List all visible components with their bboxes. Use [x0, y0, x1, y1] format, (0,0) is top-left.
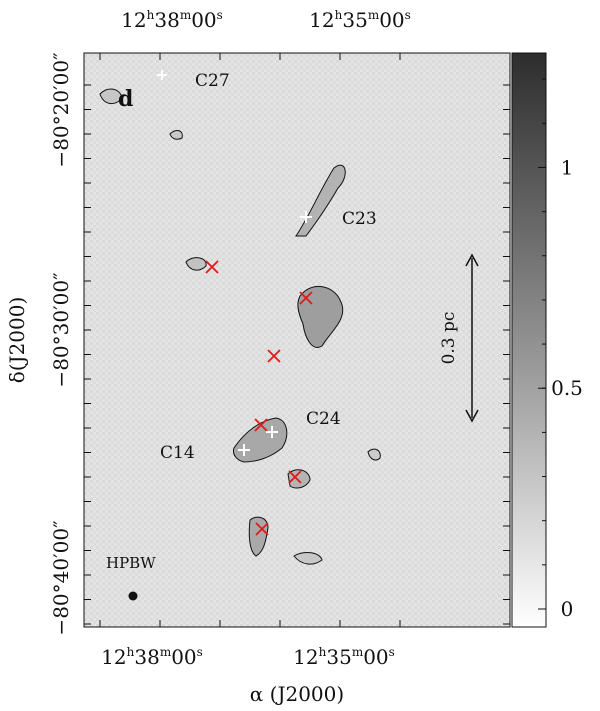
x-tick-labels-bottom: 12h38m00s 12h35m00s	[101, 645, 395, 669]
red-x-marker	[299, 291, 313, 305]
x-tick-label-bottom: 12h38m00s	[101, 645, 203, 669]
red-x-marker	[205, 260, 219, 274]
clump-c27	[99, 88, 123, 104]
x-axis-label: α (J2000)	[250, 682, 344, 706]
clump-bottom	[293, 552, 323, 565]
white-cross	[300, 211, 312, 223]
filament-c23	[295, 164, 346, 237]
map-background	[84, 53, 510, 627]
clump-small	[169, 130, 183, 140]
x-tick-label-top: 12h38m00s	[121, 8, 223, 32]
clump-label-c27: C27	[195, 71, 230, 91]
colorbar-tick-label: 0	[561, 597, 574, 621]
red-x-markers	[205, 260, 313, 536]
white-cross	[157, 70, 167, 80]
clump-right	[367, 448, 381, 461]
scale-bar-label: 0.3 pc	[439, 312, 459, 365]
y-tick-label: −80°30′00″	[49, 272, 73, 387]
x-tick-labels-top: 12h38m00s 12h35m00s	[121, 8, 411, 32]
map-panel: C27 C23 C24 C14 d 0.3 pc HPBW	[83, 52, 511, 628]
map-ticks	[84, 53, 510, 627]
panel-label: d	[118, 86, 133, 112]
beam: HPBW	[106, 554, 156, 601]
red-x-marker	[254, 418, 268, 432]
colorbar-tick-label: 1	[561, 155, 574, 179]
clump-label-c14: C14	[160, 443, 195, 463]
y-axis-label: δ(J2000)	[5, 297, 29, 384]
clump-west	[185, 257, 207, 271]
x-tick-label-bottom: 12h35m00s	[293, 645, 395, 669]
scale-bar: 0.3 pc	[439, 253, 479, 423]
red-x-marker	[267, 349, 281, 363]
white-cross	[266, 426, 278, 438]
clump-label-c23: C23	[342, 209, 377, 229]
colorbar: 00.51	[511, 52, 583, 628]
white-cross	[238, 444, 250, 456]
clump-label-c24: C24	[306, 409, 341, 429]
red-x-marker	[288, 470, 302, 484]
y-tick-labels: −80°20′00″ −80°30′00″ −80°40′00″	[49, 52, 73, 635]
y-tick-label: −80°40′00″	[49, 520, 73, 635]
red-x-marker	[255, 522, 269, 536]
map-frame	[83, 52, 511, 628]
x-tick-label-top: 12h35m00s	[309, 8, 411, 32]
white-cross-markers	[157, 70, 312, 456]
colorbar-ticks: 00.51	[538, 78, 583, 621]
beam-label: HPBW	[106, 554, 156, 572]
colorbar-tick-label: 0.5	[551, 376, 583, 400]
y-tick-label: −80°20′00″	[49, 52, 73, 167]
colorbar-gradient	[511, 52, 547, 628]
beam-ellipse	[128, 591, 138, 601]
